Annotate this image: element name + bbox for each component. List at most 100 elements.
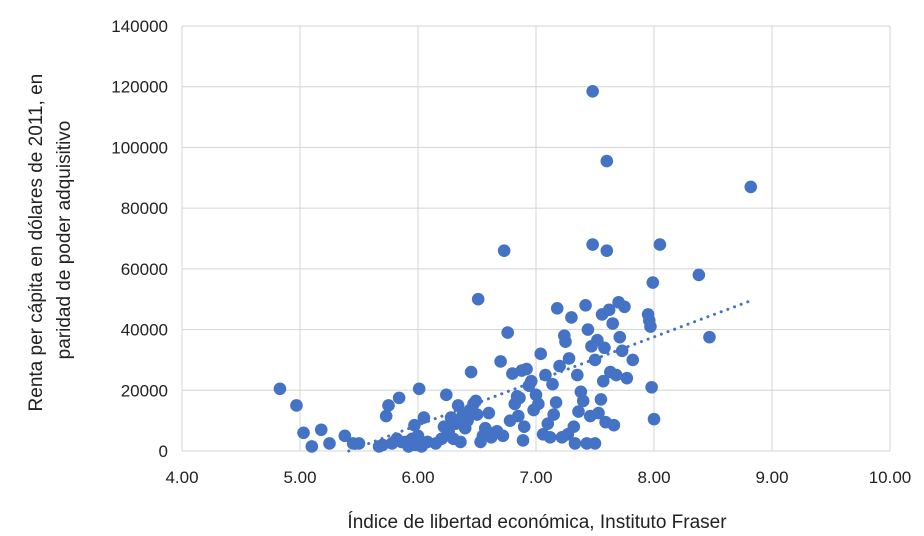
data-point [376, 438, 389, 452]
x-tick-label: 10.00 [869, 468, 912, 487]
data-point [586, 238, 599, 251]
x-axis-title: Índice de libertad económica, Instituto … [347, 512, 727, 533]
data-point [602, 303, 616, 317]
data-point [471, 292, 485, 306]
data-point [338, 429, 352, 443]
axis-ticks: 0 20000 40000 60000 80000 100000 120000 140000 4… [111, 17, 911, 487]
x-tick-label: 4.00 [165, 468, 198, 487]
data-point [464, 365, 478, 379]
data-point [547, 408, 560, 421]
data-point [461, 414, 474, 427]
data-point [314, 423, 328, 437]
data-point [692, 268, 706, 282]
data-point [550, 302, 564, 315]
y-axis-title-line-1: Renta per cápita en dólares de 2011, en [26, 74, 47, 412]
data-point [568, 437, 582, 450]
data-point [645, 380, 658, 394]
data-point [576, 394, 590, 408]
data-point [594, 393, 608, 406]
data-point [565, 311, 578, 324]
data-point [559, 335, 572, 349]
data-point [512, 409, 525, 423]
y-axis-title-line-2: paridad de poder adquisitivo [54, 121, 75, 360]
data-point [703, 330, 716, 344]
data-points [273, 84, 758, 453]
data-point [543, 431, 557, 444]
data-point [516, 434, 530, 447]
data-point [598, 341, 611, 355]
data-point [524, 374, 538, 388]
data-point [494, 355, 507, 368]
gridlines [181, 25, 891, 452]
data-point [501, 326, 514, 339]
data-point [305, 440, 319, 453]
data-point [592, 406, 605, 420]
data-point [571, 368, 584, 382]
data-point [653, 238, 667, 251]
data-point [392, 391, 406, 405]
data-point [469, 394, 483, 408]
data-point [620, 371, 634, 385]
data-point [546, 377, 559, 391]
x-tick-label: 5.00 [283, 468, 316, 487]
data-point [382, 399, 395, 412]
data-point [449, 417, 463, 430]
data-point [615, 344, 629, 358]
data-point [297, 426, 310, 440]
data-point [496, 429, 510, 443]
data-point [588, 437, 602, 450]
data-point [588, 353, 602, 367]
data-point [626, 353, 640, 367]
data-point [596, 374, 610, 388]
y-tick-label: 40000 [121, 321, 168, 340]
x-tick-label: 8.00 [637, 468, 670, 487]
data-point [618, 300, 631, 314]
data-point [607, 418, 621, 432]
data-point [352, 437, 366, 450]
data-point [517, 420, 531, 434]
data-point [520, 362, 533, 376]
data-point [482, 406, 496, 420]
data-point [541, 417, 555, 430]
data-point [412, 382, 426, 396]
data-point [562, 352, 576, 365]
data-point [539, 368, 552, 382]
data-point [579, 298, 592, 312]
data-point [417, 411, 431, 424]
y-tick-label: 100000 [111, 138, 168, 157]
data-point [553, 359, 566, 373]
data-point [600, 244, 614, 257]
data-point [379, 409, 393, 423]
data-point [532, 397, 545, 411]
data-point [647, 412, 661, 426]
y-tick-label: 0 [159, 442, 168, 461]
data-point [572, 405, 585, 418]
data-point [497, 244, 511, 257]
x-tick-label: 9.00 [755, 468, 788, 487]
y-tick-label: 140000 [111, 17, 168, 36]
data-point [586, 84, 599, 98]
data-point [440, 388, 453, 402]
y-tick-label: 60000 [121, 260, 168, 279]
data-point [606, 317, 619, 330]
data-point [549, 396, 563, 409]
data-point [534, 347, 548, 361]
data-point [273, 382, 287, 396]
x-tick-label: 6.00 [401, 468, 434, 487]
data-point [744, 180, 758, 194]
data-point [411, 429, 425, 443]
data-point [290, 399, 303, 412]
y-tick-label: 20000 [121, 381, 168, 400]
data-point [600, 154, 614, 168]
data-point [644, 320, 657, 333]
data-point [478, 421, 492, 435]
data-point [646, 276, 660, 289]
data-point [470, 408, 484, 421]
data-point [408, 418, 421, 432]
data-point [454, 435, 467, 449]
data-point [567, 420, 581, 434]
data-point [513, 391, 526, 405]
y-tick-label: 80000 [121, 199, 168, 218]
data-point [609, 368, 623, 382]
